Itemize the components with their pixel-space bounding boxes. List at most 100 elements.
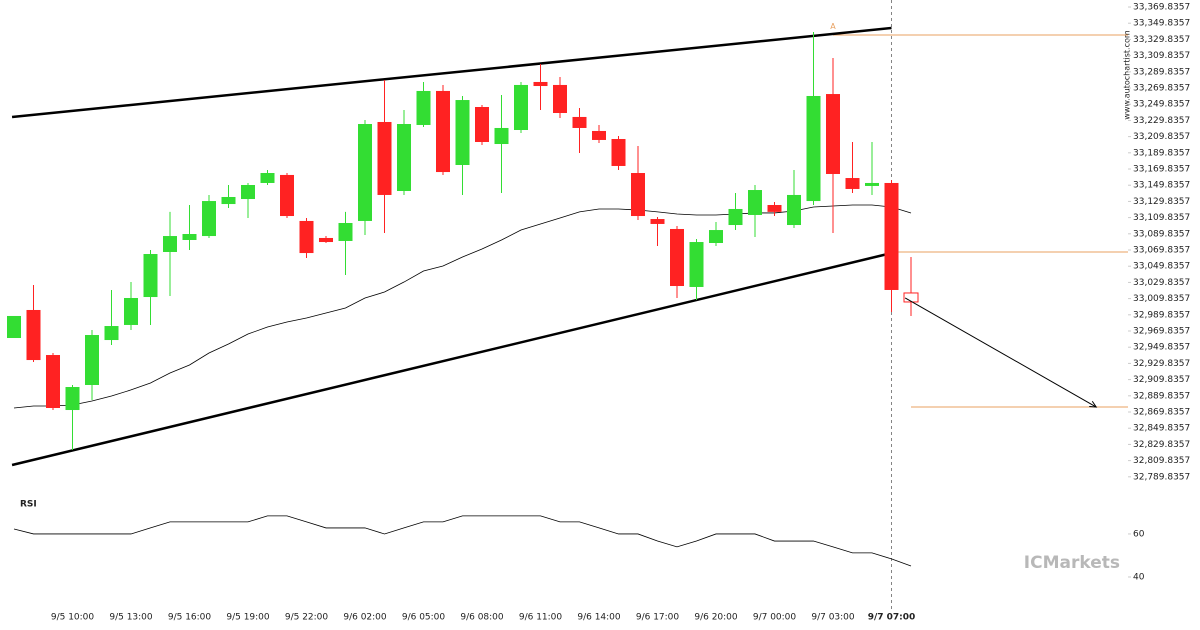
candle-body (65, 387, 80, 411)
y-tick-label: 33,249.8357 (1133, 100, 1190, 110)
y-tick-label: 32,869.8357 (1133, 408, 1190, 418)
candle-body (280, 174, 294, 217)
x-tick-label: 9/5 22:00 (285, 613, 329, 623)
x-tick-label: 9/6 05:00 (402, 613, 446, 623)
candle-body (182, 234, 197, 240)
y-tick-label: 32,889.8357 (1133, 391, 1190, 401)
y-tick-label: 33,169.8357 (1133, 165, 1190, 175)
candle-body (728, 208, 743, 226)
x-tick-label: 9/5 10:00 (51, 613, 95, 623)
candle-body (689, 242, 704, 287)
y-tick-label: 32,929.8357 (1133, 359, 1190, 369)
candle-body (553, 84, 567, 113)
y-tick-label: 33,129.8357 (1133, 197, 1190, 207)
y-tick-label: 33,349.8357 (1133, 19, 1190, 29)
x-tick-label: 9/6 17:00 (636, 613, 680, 623)
candle-body (903, 292, 919, 303)
candle-body (85, 335, 99, 385)
candle-body (260, 173, 275, 183)
candle-body (884, 182, 899, 290)
candle-body (358, 124, 372, 221)
brand-logo: ICMarkets (1024, 553, 1120, 573)
y-tick-label: 33,189.8357 (1133, 148, 1190, 158)
candle-body (338, 222, 353, 241)
candle-body (826, 94, 840, 174)
candle-body (377, 121, 392, 195)
rsi-line (13, 515, 912, 567)
candle-body (26, 309, 41, 361)
y-tick-label: 33,109.8357 (1133, 213, 1190, 223)
candle-body (436, 90, 450, 173)
pattern-label: A (830, 22, 836, 31)
candle-body (533, 81, 548, 87)
y-tick-label: 33,369.8357 (1133, 3, 1190, 13)
candle-body (592, 130, 606, 140)
candle-body (124, 297, 138, 325)
x-tick-label: 9/7 00:00 (753, 613, 797, 623)
y-tick-label: 33,089.8357 (1133, 229, 1190, 239)
y-tick-label: 32,809.8357 (1133, 456, 1190, 466)
y-tick-label: 33,289.8357 (1133, 67, 1190, 77)
y-tick-label: 33,209.8357 (1133, 132, 1190, 142)
candle-body (319, 237, 333, 243)
y-tick-label: 33,269.8357 (1133, 84, 1190, 94)
x-tick-label: 9/5 19:00 (226, 613, 270, 623)
candle-body (143, 254, 158, 298)
rsi-tick-label: 40 (1133, 572, 1145, 582)
candle-body (767, 205, 782, 212)
y-tick-label: 33,049.8357 (1133, 262, 1190, 272)
candle-body (670, 228, 684, 287)
candle-body (650, 219, 665, 224)
x-tick-label: 9/6 11:00 (519, 613, 563, 623)
y-tick-label: 33,309.8357 (1133, 51, 1190, 61)
x-tick-label: 9/5 16:00 (168, 613, 212, 623)
x-tick-label: 9/6 20:00 (694, 613, 738, 623)
y-tick-label: 32,989.8357 (1133, 310, 1190, 320)
forecast-arrow (904, 297, 1097, 408)
candle-body (202, 201, 216, 237)
candle-body (241, 185, 255, 200)
x-tick-label: 9/7 07:00 (868, 613, 916, 623)
candle-body (299, 220, 314, 254)
channel-line (11, 26, 892, 119)
candle-body (104, 326, 119, 341)
y-tick-label: 32,949.8357 (1133, 343, 1190, 353)
y-tick-label: 32,909.8357 (1133, 375, 1190, 385)
candle-body (806, 95, 821, 202)
candle-body (397, 124, 411, 191)
x-tick-label: 9/6 14:00 (577, 613, 621, 623)
y-tick-label: 33,329.8357 (1133, 35, 1190, 45)
candle-body (748, 190, 762, 215)
x-tick-label: 9/5 13:00 (109, 613, 153, 623)
candle-body (631, 173, 645, 217)
watermark: www.autochartist.com (1123, 30, 1132, 120)
candle-body (163, 236, 177, 252)
candle-body (514, 84, 528, 131)
y-tick-label: 32,829.8357 (1133, 440, 1190, 450)
x-tick-label: 9/6 02:00 (343, 613, 387, 623)
arrow-head (1089, 400, 1098, 408)
candle-body (494, 127, 509, 145)
candle-body (416, 90, 431, 125)
x-tick-label: 9/7 03:00 (811, 613, 855, 623)
y-tick-label: 32,849.8357 (1133, 424, 1190, 434)
candle-body (572, 116, 587, 128)
candle-body (845, 178, 860, 189)
y-tick-label: 33,069.8357 (1133, 246, 1190, 256)
channel-line (11, 251, 892, 467)
rsi-label: RSI (20, 500, 37, 510)
y-tick-label: 33,149.8357 (1133, 181, 1190, 191)
candle-body (475, 106, 489, 142)
candle-body (455, 100, 470, 165)
candle-body (787, 194, 801, 226)
y-tick-label: 33,229.8357 (1133, 116, 1190, 126)
y-tick-label: 33,009.8357 (1133, 294, 1190, 304)
candle-body (865, 182, 879, 186)
candle-body (709, 230, 723, 243)
y-tick-label: 32,789.8357 (1133, 472, 1190, 482)
candle-body (46, 355, 60, 408)
x-tick-label: 9/6 08:00 (460, 613, 504, 623)
candle-body (7, 315, 21, 339)
